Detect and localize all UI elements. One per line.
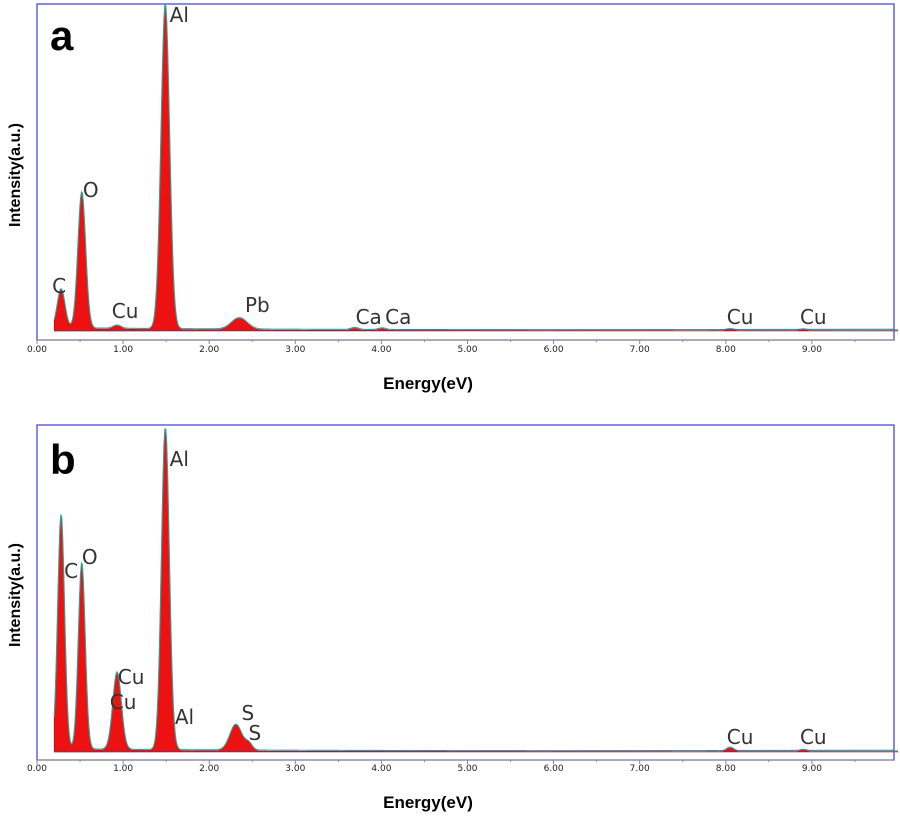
panel-a-x-axis-label: Energy(eV): [383, 374, 473, 393]
panel-a-letter: a: [50, 12, 74, 59]
x-tick-label: 5.00: [457, 345, 477, 355]
peak-label-s: S: [248, 721, 261, 745]
x-tick-label: 2.00: [199, 764, 219, 774]
spectrum-area: [53, 5, 899, 332]
spectrum-area: [53, 429, 899, 753]
x-tick-label: 7.00: [630, 345, 650, 355]
spectrum-baseline: [54, 749, 895, 753]
spectrum-outline: [53, 428, 898, 752]
spectrum-baseline: [54, 328, 895, 332]
x-tick-label: 6.00: [544, 764, 564, 774]
peak-label-c: C: [52, 274, 66, 298]
peak-label-c: C: [64, 559, 78, 583]
peak-label-cu: Cu: [118, 665, 145, 689]
peak-label-al: Al: [175, 705, 194, 729]
peak-label-cu: Cu: [800, 725, 827, 749]
peak-label-pb: Pb: [245, 293, 270, 317]
x-tick-label: 8.00: [716, 345, 736, 355]
x-tick-label: 6.00: [544, 345, 564, 355]
x-tick-label: 8.00: [716, 764, 736, 774]
peak-label-al: Al: [170, 3, 189, 27]
panel-b-spectrum: b Energy(eV) Intensity(a.u.) 0.00 1.00 2.0…: [7, 424, 899, 812]
x-tick-label: 4.00: [371, 764, 391, 774]
x-tick-label: 2.00: [199, 345, 219, 355]
x-tick-label: 9.00: [802, 345, 822, 355]
peak-label-cu: Cu: [112, 299, 139, 323]
peak-label-cu: Cu: [727, 305, 754, 329]
x-tick-label: 0.00: [27, 764, 47, 774]
peak-label-cu: Cu: [727, 725, 754, 749]
peak-label-o: O: [82, 545, 98, 569]
x-tick-label: 1.00: [113, 764, 133, 774]
spectrum-outline: [53, 4, 898, 331]
peak-label-ca: Ca: [385, 305, 411, 329]
panel-b-x-axis-label: Energy(eV): [383, 793, 473, 812]
panel-a-y-axis-label: Intensity(a.u.): [7, 123, 24, 227]
peak-label-ca: Ca: [356, 305, 382, 329]
x-tick-label: 4.00: [371, 345, 391, 355]
x-tick-label: 9.00: [802, 764, 822, 774]
peak-label-o: O: [83, 178, 99, 202]
peak-label-al: Al: [170, 447, 189, 471]
x-tick-label: 7.00: [630, 764, 650, 774]
x-tick-label: 5.00: [457, 764, 477, 774]
peak-label-cu: Cu: [800, 305, 827, 329]
panel-b-y-axis-label: Intensity(a.u.): [7, 543, 24, 647]
x-tick-label: 3.00: [285, 345, 305, 355]
x-tick-label: 0.00: [27, 345, 47, 355]
x-tick-label: 3.00: [285, 764, 305, 774]
x-tick-label: 1.00: [113, 345, 133, 355]
panel-b-letter: b: [50, 436, 76, 483]
peak-label-s: S: [242, 701, 255, 725]
peak-label-cu: Cu: [110, 690, 137, 714]
panel-a-spectrum: a Energy(eV) Intensity(a.u.) 0.00 1.00 2.0…: [7, 3, 899, 393]
